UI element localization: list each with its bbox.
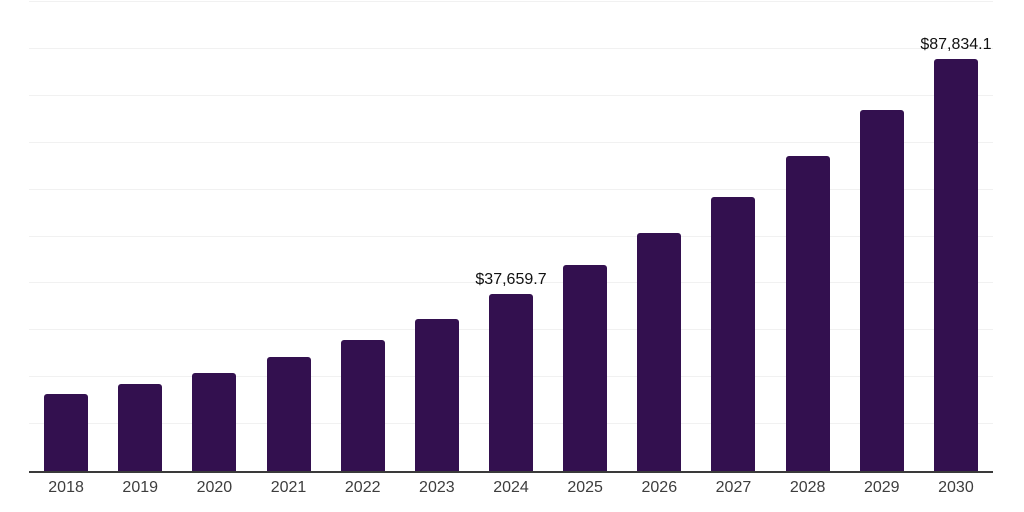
bar-2027 [711,197,756,471]
x-tick-2024: 2024 [493,479,529,496]
gridline [29,1,993,2]
bar-2029 [859,109,904,471]
x-tick-2027: 2027 [715,479,752,496]
bar-2025 [563,264,608,471]
bar-2030 [933,59,978,471]
x-tick-2030: 2030 [938,479,974,496]
x-tick-2018: 2018 [48,479,84,496]
x-tick-2026: 2026 [641,479,678,496]
gridline [29,94,993,96]
x-tick-2021: 2021 [270,479,307,496]
gridline [29,47,993,49]
bar-2028 [785,156,830,471]
data-label-2024: $37,659.7 [475,271,547,289]
bar-2018 [44,394,89,471]
bar-2022 [340,339,385,471]
bar-2026 [637,233,682,471]
gridline [29,282,993,284]
bar-2024 [489,294,533,471]
bar-2021 [266,357,311,471]
bar-2019 [118,384,163,471]
x-tick-2029: 2029 [863,479,900,496]
gridline [29,235,993,237]
x-tick-2022: 2022 [344,479,381,496]
plot-area [29,1,993,473]
gridline [29,188,993,190]
x-axis-line [29,471,993,473]
x-tick-2028: 2028 [789,479,826,496]
x-tick-2019: 2019 [122,479,159,496]
x-tick-2020: 2020 [196,479,233,496]
bar-2020 [192,372,237,471]
gridline [29,141,993,143]
bar-2023 [414,319,459,471]
x-tick-2025: 2025 [567,479,603,496]
x-tick-2023: 2023 [419,479,455,496]
data-label-2030: $87,834.1 [920,36,992,54]
